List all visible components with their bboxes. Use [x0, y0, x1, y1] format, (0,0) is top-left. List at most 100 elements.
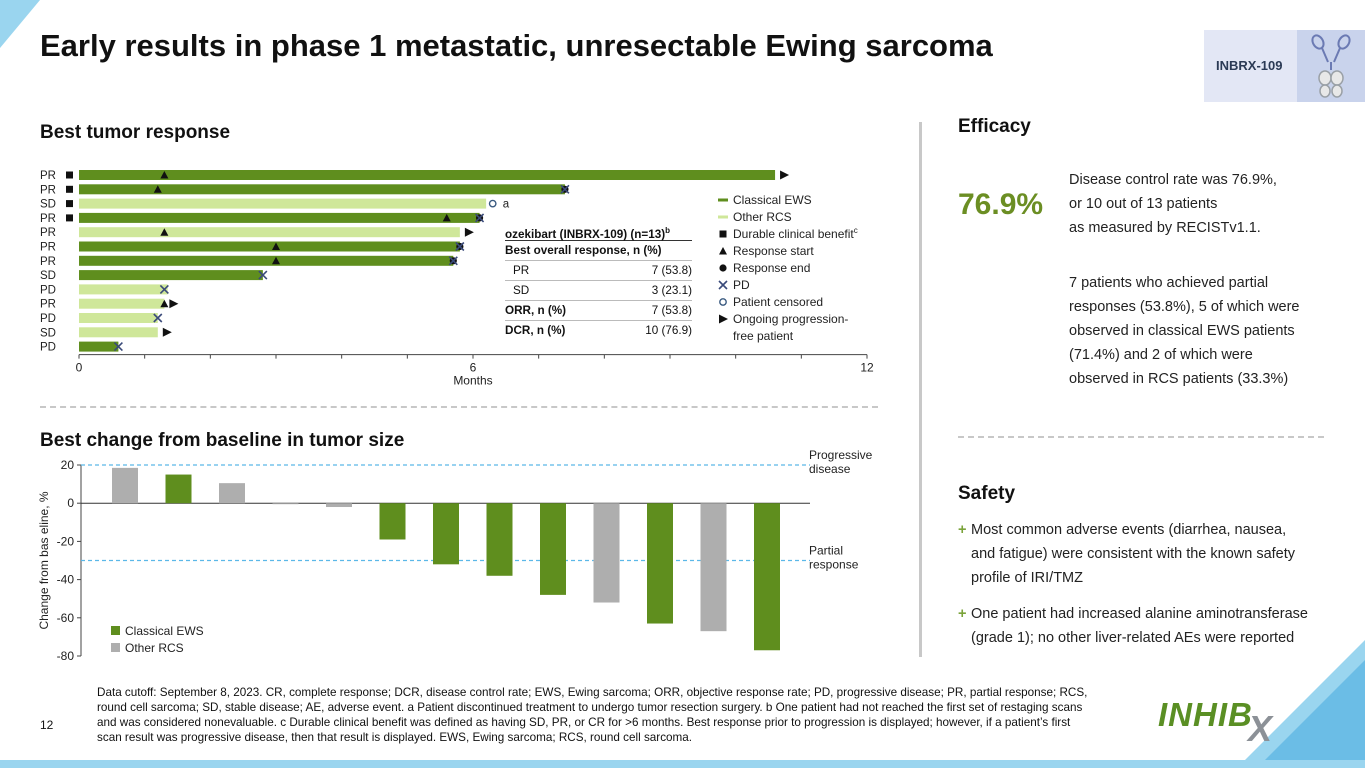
- swimmer-bar: [79, 327, 158, 338]
- text-line: responses (53.8%), 5 of which were: [1069, 299, 1300, 315]
- text-line: observed in classical EWS patients: [1069, 323, 1295, 339]
- legend-label: Ongoing progression-: [733, 312, 848, 326]
- legend-ongoing-icon: [719, 314, 728, 324]
- text-line: or 10 out of 13 patients: [1069, 196, 1218, 212]
- swimmer-bar: [79, 184, 565, 195]
- swimmer-bar: [79, 284, 168, 295]
- ongoing-marker: [464, 227, 474, 237]
- response-label: PR: [40, 170, 56, 182]
- text-line: One patient had increased alanine aminot…: [971, 606, 1308, 622]
- pd-marker: [475, 213, 485, 223]
- table-row-label: DCR, n (%): [505, 324, 566, 337]
- efficacy-text-2: 7 patients who achieved partial response…: [1069, 271, 1339, 391]
- logo-text: INHIB: [1158, 696, 1253, 733]
- reference-label: Progressive: [809, 448, 873, 462]
- waterfall-bar: [112, 467, 138, 504]
- annotation-label: a: [503, 199, 510, 211]
- response-start-marker: [442, 213, 451, 222]
- legend-label: Other RCS: [733, 210, 792, 224]
- response-start-marker: [160, 299, 169, 308]
- response-label: PD: [40, 313, 56, 325]
- durable-benefit-marker: [66, 200, 73, 208]
- response-label: PR: [40, 299, 56, 311]
- table-title-row: ozekibart (INBRX-109) (n=13)b: [505, 221, 692, 241]
- logo-mark: X: [1248, 708, 1274, 749]
- table-title: ozekibart (INBRX-109) (n=13): [505, 227, 666, 241]
- legend-label: Response end: [733, 261, 810, 275]
- text-line: and fatigue) were consistent with the kn…: [971, 546, 1296, 562]
- waterfall-bar: [540, 503, 566, 595]
- response-label: PR: [40, 213, 56, 225]
- response-label: SD: [40, 199, 56, 211]
- table-row: SD 3 (23.1): [505, 281, 692, 301]
- pd-marker: [113, 342, 123, 352]
- legend-label: PD: [733, 278, 750, 292]
- reference-label: disease: [809, 462, 851, 476]
- vertical-divider: [919, 122, 922, 657]
- response-start-marker: [153, 185, 162, 193]
- response-label: PR: [40, 256, 56, 268]
- response-label: PR: [40, 184, 56, 196]
- waterfall-bar: [700, 503, 727, 632]
- durable-benefit-marker: [66, 214, 73, 222]
- legend-label: Response start: [733, 244, 814, 258]
- text-line: observed in RCS patients (33.3%): [1069, 371, 1289, 387]
- ongoing-marker: [780, 170, 790, 180]
- y-tick-label: -20: [57, 534, 75, 548]
- waterfall-bar: [219, 483, 245, 504]
- legend-censored-icon: [719, 298, 727, 306]
- waterfall-heading: Best change from baseline in tumor size: [40, 430, 405, 451]
- company-logo: INHIB X: [1158, 696, 1272, 749]
- y-tick-label: 0: [67, 496, 74, 510]
- y-axis-label: Change from bas eline, %: [37, 491, 51, 629]
- footnote: Data cutoff: September 8, 2023. CR, comp…: [97, 686, 1088, 744]
- pd-marker: [455, 241, 465, 252]
- swimmer-bar: [79, 255, 454, 266]
- swimmer-bar: [79, 241, 460, 252]
- ongoing-marker: [169, 299, 179, 309]
- text-line: Most common adverse events (diarrhea, na…: [971, 522, 1287, 538]
- text-line: (71.4%) and 2 of which were: [1069, 347, 1253, 363]
- x-tick-label: 12: [860, 361, 874, 375]
- waterfall-bar: [272, 503, 299, 505]
- product-badge: INBRX-109: [1204, 30, 1365, 102]
- table-row-label: SD: [513, 284, 530, 297]
- waterfall-bar: [379, 503, 406, 540]
- x-tick-label: 0: [76, 361, 83, 375]
- table-row-label: ORR, n (%): [505, 304, 567, 317]
- pd-marker: [159, 284, 169, 294]
- legend-pd-icon: [718, 280, 728, 290]
- x-axis-label: Months: [453, 374, 492, 388]
- text-line: (grade 1); no other liver-related AEs we…: [971, 630, 1295, 646]
- y-tick-label: -40: [57, 573, 75, 587]
- table-row-label: PR: [513, 264, 530, 277]
- table-row-value: 7 (53.8): [651, 264, 692, 277]
- section-divider: [958, 436, 1324, 438]
- legend-label: Durable clinical benefitc: [733, 226, 858, 241]
- legend-label: free patient: [733, 329, 794, 343]
- waterfall-bar: [326, 503, 352, 508]
- section-divider: [40, 406, 878, 408]
- pd-marker: [153, 313, 163, 323]
- response-label: SD: [40, 327, 56, 339]
- response-label: PD: [40, 284, 56, 296]
- efficacy-heading: Efficacy: [958, 116, 1031, 137]
- swimmer-bar: [79, 270, 263, 281]
- y-tick-label: -80: [57, 649, 75, 663]
- dcr-value: 76.9%: [958, 188, 1044, 221]
- response-start-marker: [160, 228, 169, 236]
- table-row-value: 7 (53.8): [651, 304, 692, 317]
- safety-bullet: + One patient had increased alanine amin…: [958, 602, 1341, 650]
- corner-decoration: [1245, 640, 1365, 760]
- corner-decoration: [0, 0, 40, 48]
- waterfall-bar: [647, 503, 673, 624]
- pd-marker: [448, 256, 458, 266]
- plus-icon: +: [958, 522, 967, 538]
- table-row: ORR, n (%) 7 (53.8): [505, 301, 692, 321]
- efficacy-text-1: Disease control rate was 76.9%, or 10 ou…: [1069, 168, 1339, 240]
- swimmer-bar: [79, 298, 165, 309]
- response-start-marker: [160, 171, 169, 179]
- swimmer-bar: [79, 313, 158, 323]
- table-row-value: 3 (23.1): [651, 284, 692, 297]
